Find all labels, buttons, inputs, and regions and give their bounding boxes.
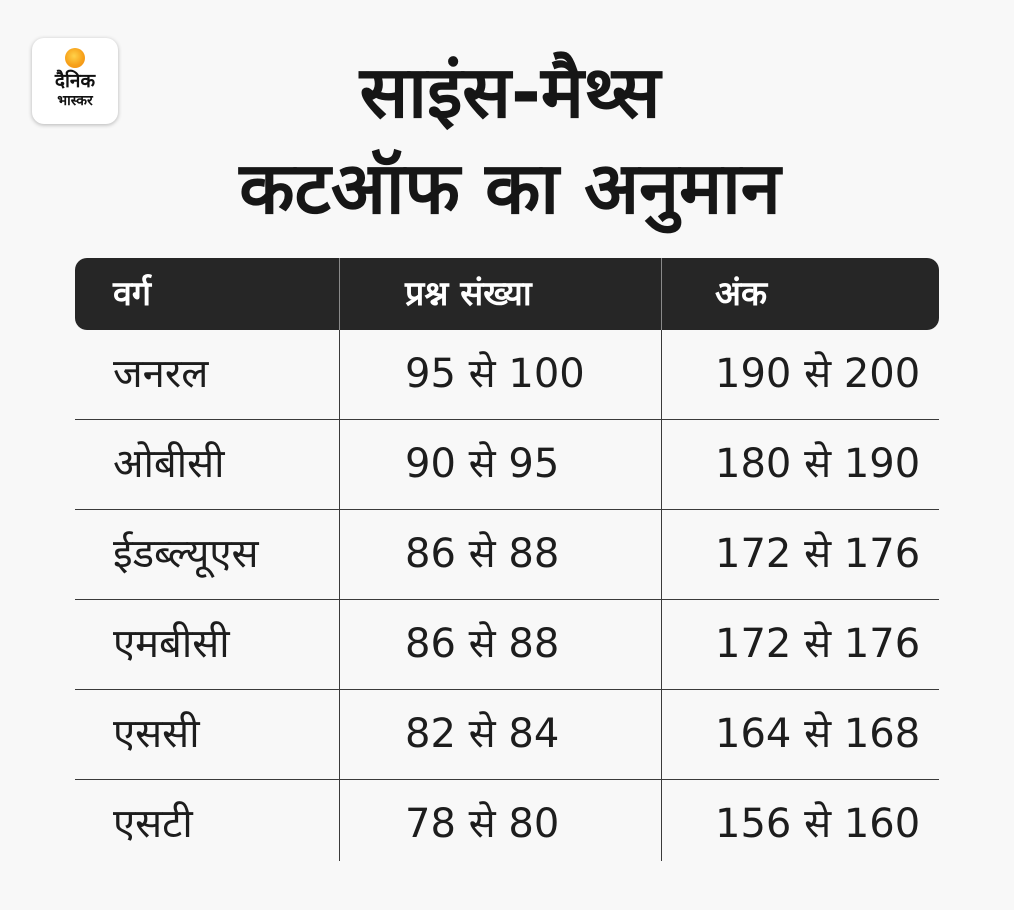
header-divider — [339, 258, 340, 330]
page-title-line1: साइंस-मैथ्स — [359, 50, 661, 134]
cell-category: एमबीसी — [113, 621, 230, 667]
cell-category: ईडब्ल्यूएस — [113, 531, 259, 577]
table-row: जनरल 95 से 100 190 से 200 — [75, 330, 939, 420]
logo-text-line1: दैनिक — [54, 70, 96, 92]
cell-question-count: 78 से 80 — [405, 801, 560, 847]
logo-text-line2: भास्कर — [57, 93, 93, 109]
cell-question-count: 90 से 95 — [405, 441, 560, 487]
cell-category: एसटी — [113, 801, 193, 847]
dainik-bhaskar-logo: दैनिक भास्कर — [32, 38, 118, 124]
cutoff-table: वर्ग प्रश्न संख्या अंक जनरल 95 से 100 19… — [75, 258, 939, 866]
column-divider — [661, 330, 662, 861]
column-header-marks: अंक — [715, 274, 768, 314]
cell-question-count: 86 से 88 — [405, 621, 560, 667]
cell-question-count: 86 से 88 — [405, 531, 560, 577]
table-row: एमबीसी 86 से 88 172 से 176 — [75, 600, 939, 690]
cell-category: एससी — [113, 711, 200, 757]
cell-marks: 190 से 200 — [715, 351, 921, 397]
table-body: जनरल 95 से 100 190 से 200 ओबीसी 90 से 95… — [75, 330, 939, 866]
cell-question-count: 95 से 100 — [405, 351, 585, 397]
sun-icon — [65, 48, 85, 68]
cell-marks: 156 से 160 — [715, 801, 921, 847]
cell-category: ओबीसी — [113, 441, 225, 487]
cell-marks: 180 से 190 — [715, 441, 921, 487]
column-header-question-count: प्रश्न संख्या — [405, 274, 532, 314]
table-row: एससी 82 से 84 164 से 168 — [75, 690, 939, 780]
table-row: ईडब्ल्यूएस 86 से 88 172 से 176 — [75, 510, 939, 600]
header-divider — [661, 258, 662, 330]
page-title-line2: कटऑफ का अनुमान — [239, 146, 781, 230]
table-row: ओबीसी 90 से 95 180 से 190 — [75, 420, 939, 510]
cell-marks: 164 से 168 — [715, 711, 921, 757]
column-divider — [339, 330, 340, 861]
cell-question-count: 82 से 84 — [405, 711, 560, 757]
cell-marks: 172 से 176 — [715, 621, 921, 667]
cell-category: जनरल — [113, 351, 209, 397]
table-row: एसटी 78 से 80 156 से 160 — [75, 780, 939, 866]
table-header: वर्ग प्रश्न संख्या अंक — [75, 258, 939, 330]
cell-marks: 172 से 176 — [715, 531, 921, 577]
column-header-category: वर्ग — [113, 274, 152, 314]
